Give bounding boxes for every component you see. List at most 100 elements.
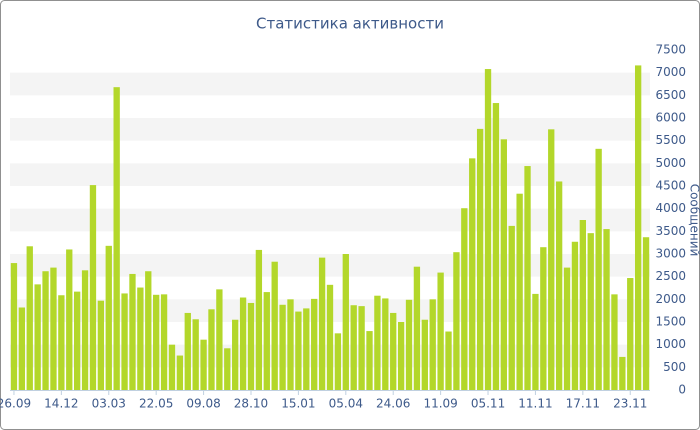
bar [540, 247, 547, 390]
bar [603, 229, 610, 390]
y-tick-label: 1000 [655, 337, 686, 351]
y-tick-label: 1500 [655, 315, 686, 329]
bar [42, 271, 49, 390]
bar [445, 331, 452, 390]
bar [10, 263, 18, 390]
bar [421, 319, 428, 390]
bar [263, 292, 270, 390]
y-tick-label: 7500 [655, 43, 686, 57]
bar [184, 312, 191, 390]
y-tick-label: 3500 [655, 224, 686, 238]
bar [58, 295, 65, 390]
bar [255, 249, 263, 390]
y-tick-label: 4000 [655, 201, 686, 215]
bar [611, 294, 618, 390]
bar [413, 266, 421, 390]
y-tick-label: 3000 [655, 247, 686, 261]
y-tick-label: 6000 [655, 111, 686, 125]
x-tick-label: 24.06 [376, 397, 410, 411]
bar [26, 246, 33, 390]
bar [287, 299, 294, 390]
bar [224, 348, 231, 390]
x-tick-label: 28.10 [234, 397, 268, 411]
x-tick-label: 05.11 [471, 397, 505, 411]
bar [334, 333, 342, 390]
y-tick-label: 0 [678, 383, 686, 397]
bar [548, 129, 555, 391]
bar [311, 298, 318, 390]
y-tick-label: 2500 [655, 269, 686, 283]
bar [429, 299, 436, 390]
x-tick-label: 14.12 [44, 397, 78, 411]
y-tick-label: 6500 [655, 88, 686, 102]
bar [555, 181, 563, 390]
bar [390, 312, 397, 390]
bar [271, 261, 278, 390]
bar [121, 293, 128, 390]
bar [318, 257, 326, 390]
bar [500, 139, 507, 390]
bar [563, 267, 571, 390]
y-tick-label: 4500 [655, 179, 686, 193]
bar [634, 65, 642, 390]
bar [129, 273, 136, 390]
grid-band [10, 72, 650, 96]
bar [382, 298, 389, 390]
y-tick-label: 2000 [655, 292, 686, 306]
bar [279, 304, 286, 390]
bar [374, 295, 381, 390]
bar [66, 249, 73, 390]
y-tick-label: 500 [663, 360, 686, 374]
bar [303, 308, 310, 390]
bar [247, 302, 255, 390]
bar [239, 297, 247, 390]
bar [469, 158, 476, 390]
y-tick-label: 5000 [655, 156, 686, 170]
y-axis-title: Сообщений [688, 184, 700, 257]
x-tick-label: 11.09 [423, 397, 457, 411]
bar [326, 284, 334, 390]
bar [34, 284, 41, 390]
bar [587, 233, 594, 390]
bar [105, 245, 112, 390]
bar [160, 294, 168, 390]
bar [97, 300, 105, 390]
chart-title: Статистика активности [256, 15, 444, 33]
y-tick-label: 7000 [655, 65, 686, 79]
bar [532, 293, 539, 390]
bar [595, 148, 602, 390]
x-tick-label: 17.11 [566, 397, 600, 411]
x-tick-label: 23.11 [613, 397, 647, 411]
bar [524, 166, 531, 390]
bar [74, 291, 81, 390]
bar [358, 306, 365, 390]
bar [81, 270, 89, 390]
bar [366, 331, 373, 390]
bar [232, 319, 239, 390]
bar [50, 267, 57, 390]
x-tick-label: 11.11 [518, 397, 552, 411]
bar [579, 220, 586, 390]
bar [397, 322, 405, 390]
bar [208, 309, 215, 390]
x-tick-label: 09.08 [186, 397, 220, 411]
x-tick-label: 26.09 [0, 397, 31, 411]
bar [476, 128, 484, 390]
bar [176, 355, 184, 390]
bar [153, 294, 160, 390]
bar [295, 311, 302, 390]
bar [137, 287, 144, 390]
x-tick-label: 22.05 [139, 397, 173, 411]
bar [627, 278, 634, 390]
bar [461, 208, 468, 390]
bar [192, 319, 199, 390]
bar [216, 289, 223, 390]
bar [516, 193, 523, 390]
bar [484, 69, 492, 390]
bar [571, 241, 579, 390]
y-tick-label: 5500 [655, 133, 686, 147]
bar [508, 225, 515, 390]
bar [619, 356, 626, 390]
bar [113, 87, 120, 390]
